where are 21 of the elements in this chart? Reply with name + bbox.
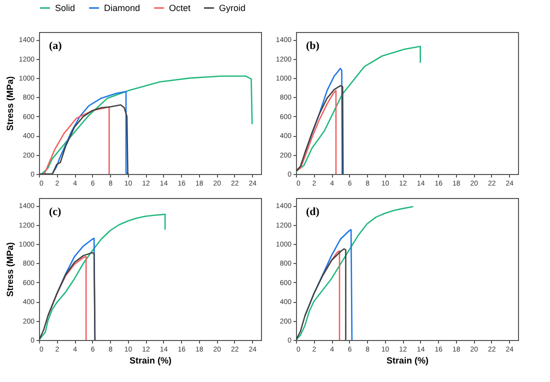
line-series	[39, 104, 128, 174]
legend-label: Diamond	[104, 3, 140, 13]
annotation: (a)	[49, 40, 62, 52]
annotation: (d)	[306, 206, 320, 218]
y-axis-title: Stress (MPa)	[4, 76, 15, 131]
line-series	[304, 68, 343, 174]
y-axis-title: Stress (MPa)	[4, 242, 15, 297]
x-axis-title: Strain (%)	[386, 356, 429, 366]
legend-label: Solid	[55, 3, 76, 13]
line-series	[296, 85, 344, 174]
legend-label: Octet	[169, 3, 192, 13]
annotation: (c)	[49, 206, 62, 218]
line-series	[39, 252, 96, 340]
line-series	[41, 75, 253, 174]
x-axis-title: Strain (%)	[129, 356, 172, 366]
line-series	[296, 206, 414, 340]
line-series	[296, 248, 346, 340]
line-series	[44, 106, 110, 174]
legend-label: Gyroid	[219, 3, 246, 13]
annotation: (b)	[306, 40, 320, 52]
line-series	[296, 90, 337, 174]
